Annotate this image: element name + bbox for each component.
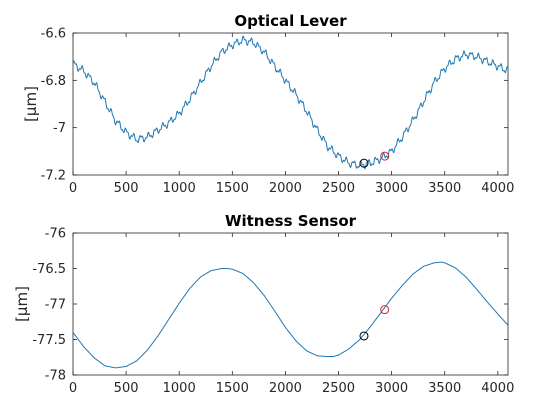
optical-lever-ytick-label: -7: [53, 121, 66, 136]
witness-sensor-xtick-label: 1500: [216, 381, 249, 396]
optical-lever-xtick-label: 1500: [216, 181, 249, 196]
witness-sensor-ylabel: [μm]: [13, 286, 31, 322]
optical-lever-markers: [359, 151, 390, 168]
optical-lever-xtick-label: 3500: [428, 181, 461, 196]
optical-lever-axes: [72, 32, 509, 176]
witness-sensor-xtick-label: 2500: [322, 381, 355, 396]
witness-sensor-ytick-label: -76.5: [32, 262, 66, 277]
optical-lever-ytick-label: -6.8: [41, 74, 66, 89]
optical-lever-title: Optical Lever: [234, 12, 347, 30]
optical-lever-ylabel: [μm]: [22, 86, 40, 122]
witness-sensor-line: [72, 261, 509, 369]
witness-sensor-ticks: 0 500 1000 1500 2000 2500 3000 3500 4000 -76 -76.5…: [32, 227, 514, 397]
witness-sensor-xtick-label: 2000: [269, 381, 302, 396]
witness-sensor-xtick-label: 4000: [481, 381, 514, 396]
optical-lever-marker-red: [380, 151, 390, 161]
witness-sensor-xtick-label: 0: [69, 381, 77, 396]
witness-sensor-panel: Witness Sensor [μm] 0 500 1000 1500 2000 2500…: [13, 212, 514, 396]
witness-sensor-marker-black: [359, 331, 369, 341]
witness-sensor-xtick-label: 3000: [375, 381, 408, 396]
optical-lever-xtick-label: 1000: [163, 181, 196, 196]
optical-lever-xtick-label: 500: [114, 181, 139, 196]
optical-lever-xtick-label: 2500: [322, 181, 355, 196]
witness-sensor-ytick-label: -77.5: [32, 333, 66, 348]
witness-sensor-markers: [359, 305, 390, 341]
witness-sensor-ytick-label: -78: [45, 369, 66, 384]
optical-lever-marker-black: [359, 158, 369, 168]
witness-sensor-xtick-label: 500: [114, 381, 139, 396]
optical-lever-xtick-label: 0: [69, 181, 77, 196]
optical-lever-line: [72, 35, 509, 170]
witness-sensor-xtick-label: 3500: [428, 381, 461, 396]
witness-sensor-title: Witness Sensor: [225, 212, 357, 230]
witness-sensor-ytick-label: -77: [45, 298, 66, 313]
witness-sensor-marker-red: [380, 305, 390, 315]
optical-lever-ytick-label: -6.6: [41, 27, 66, 42]
optical-lever-ticks: 0 500 1000 1500 2000 2500 3000 3500 4000 -6.6 -6.8…: [41, 27, 515, 197]
optical-lever-xtick-label: 3000: [375, 181, 408, 196]
witness-sensor-axes: [72, 232, 509, 376]
optical-lever-ytick-label: -7.2: [41, 169, 66, 184]
optical-lever-panel: Optical Lever [μm] 0 500 1000 1500 2000 2500 3…: [22, 12, 514, 196]
optical-lever-xtick-label: 2000: [269, 181, 302, 196]
witness-sensor-xtick-label: 1000: [163, 381, 196, 396]
witness-sensor-ytick-label: -76: [45, 227, 66, 242]
optical-lever-xtick-label: 4000: [481, 181, 514, 196]
